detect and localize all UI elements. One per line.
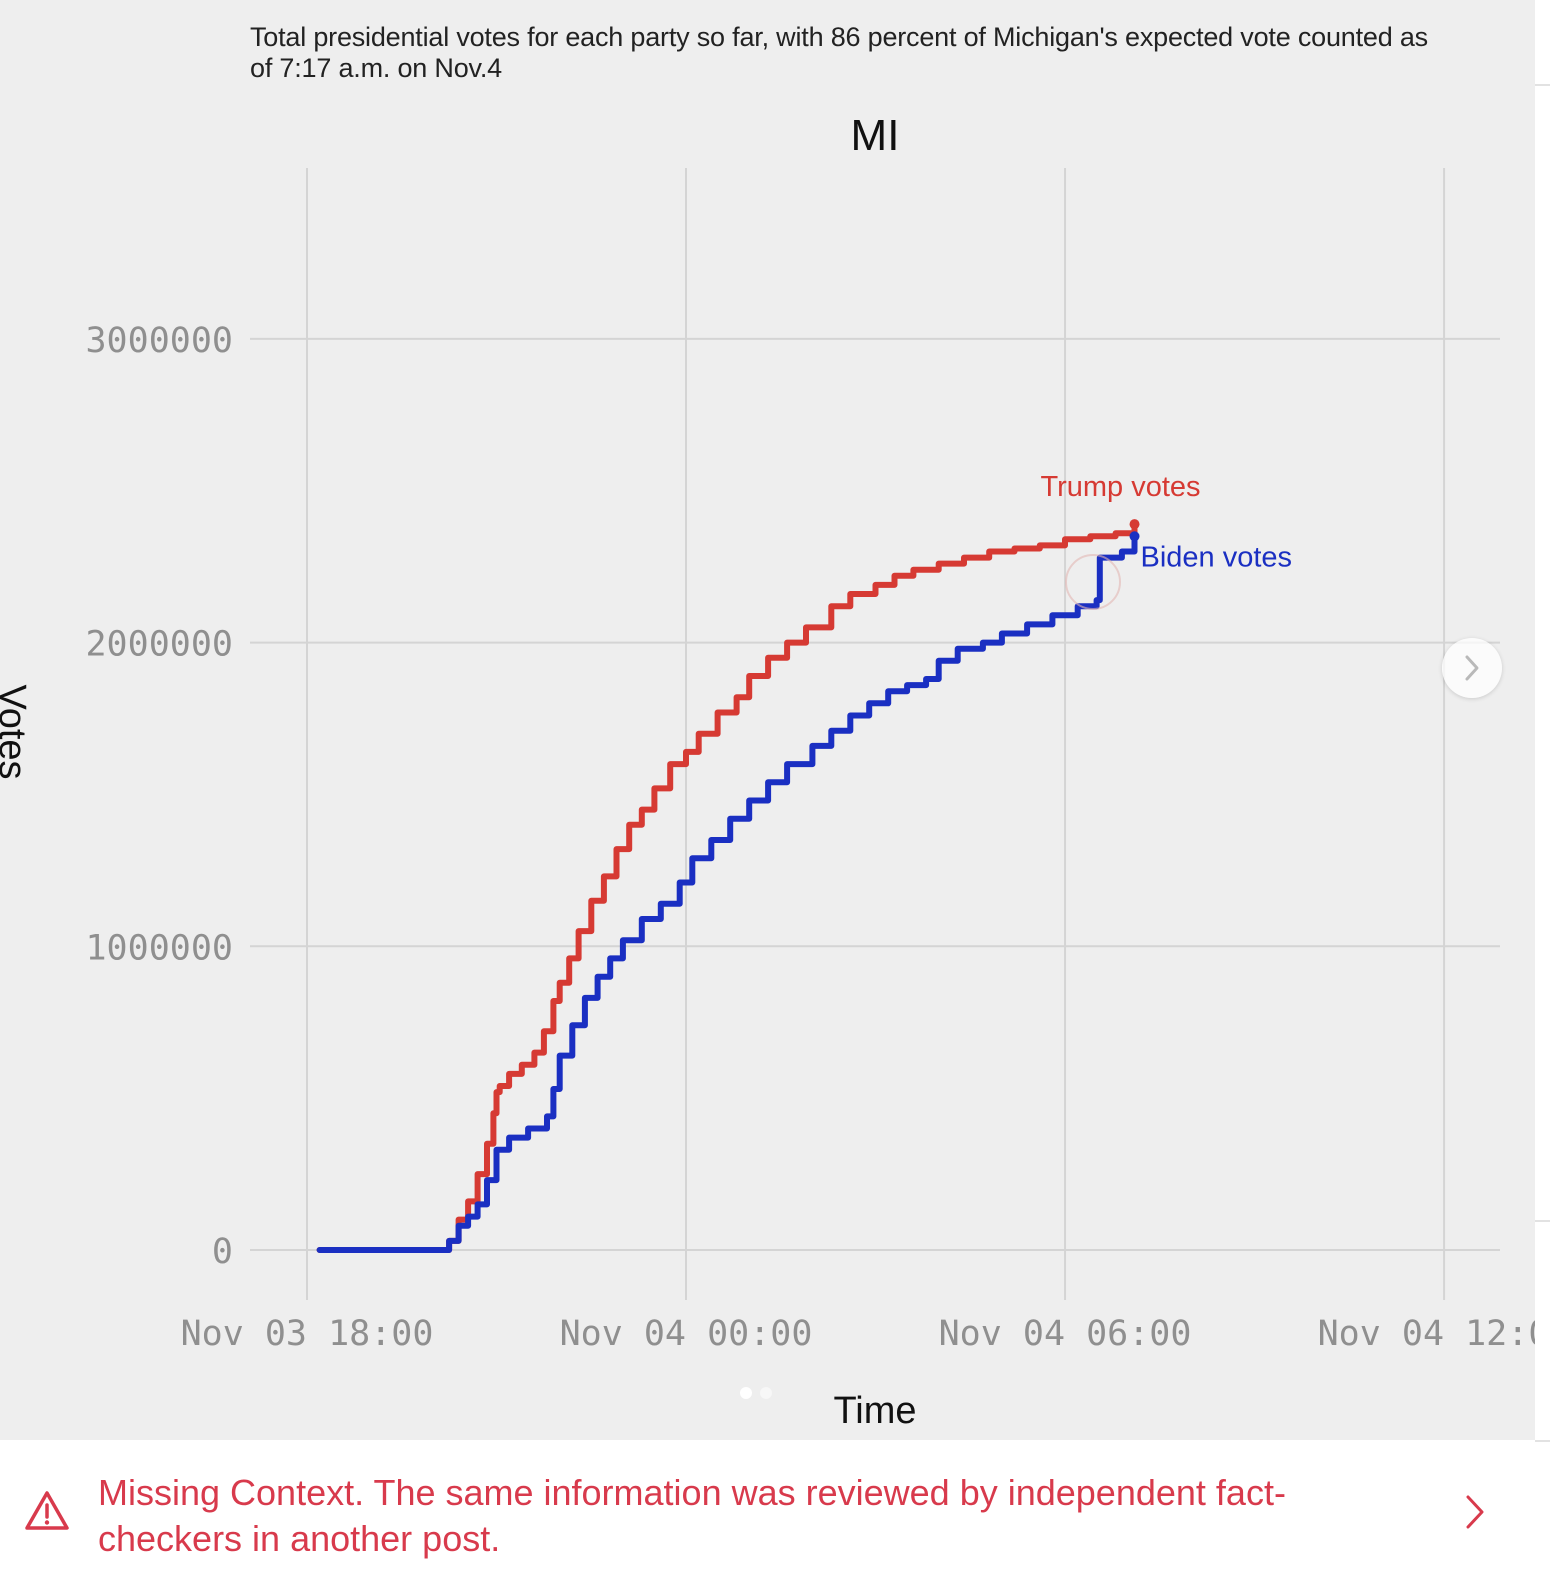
trump-votes-end-point [1129, 519, 1140, 530]
warning-triangle-icon [25, 1491, 69, 1530]
biden-votes-end-point [1129, 531, 1140, 542]
divider [1535, 1220, 1550, 1222]
carousel-dot[interactable] [760, 1387, 772, 1399]
grid-lines [250, 168, 1500, 1300]
series-labels: Trump votes Biden votes [1040, 471, 1292, 573]
x-tick-label: Nov 04 00:00 [560, 1314, 813, 1354]
y-tick-label: 0 [212, 1232, 233, 1272]
votes-line-chart: Nov 03 18:00 Nov 04 00:00 Nov 04 06:00 Nov … [0, 111, 1535, 1432]
chart-subtitle: Total presidential votes for each party … [250, 22, 1428, 83]
x-axis-ticks: Nov 03 18:00 Nov 04 00:00 Nov 04 06:00 Nov … [181, 1314, 1535, 1354]
x-tick-label: Nov 04 06:00 [939, 1314, 1192, 1354]
chevron-right-icon[interactable] [1462, 1494, 1488, 1530]
divider [1535, 1440, 1550, 1442]
fact-check-message[interactable]: Missing Context. The same information wa… [98, 1472, 1286, 1559]
page-edge [1535, 0, 1550, 1573]
x-tick-label: Nov 04 12:00 [1318, 1314, 1535, 1354]
x-tick-label: Nov 03 18:00 [181, 1314, 434, 1354]
series-lines [316, 519, 1140, 1253]
carousel-dot[interactable] [740, 1387, 752, 1399]
carousel-dots [740, 1386, 780, 1404]
chart-title: MI [851, 111, 900, 160]
post-media: Total presidential votes for each party … [0, 0, 1535, 1440]
y-tick-label: 2000000 [85, 625, 233, 665]
y-axis-label: Votes [0, 684, 33, 779]
fact-check-banner[interactable] [0, 1440, 1535, 1573]
divider [1535, 84, 1550, 86]
x-axis-label: Time [833, 1390, 916, 1432]
chevron-right-icon [1465, 655, 1479, 681]
y-tick-label: 1000000 [85, 928, 233, 968]
highlight-circle [1065, 554, 1121, 610]
trump-votes-line [316, 521, 1138, 1253]
biden-votes-label: Biden votes [1141, 541, 1293, 573]
y-axis-ticks: 0 1000000 2000000 3000000 [85, 321, 233, 1272]
trump-votes-label: Trump votes [1040, 471, 1200, 503]
biden-votes-line [316, 533, 1138, 1253]
carousel-next-button[interactable] [1442, 638, 1502, 698]
y-tick-label: 3000000 [85, 321, 233, 361]
